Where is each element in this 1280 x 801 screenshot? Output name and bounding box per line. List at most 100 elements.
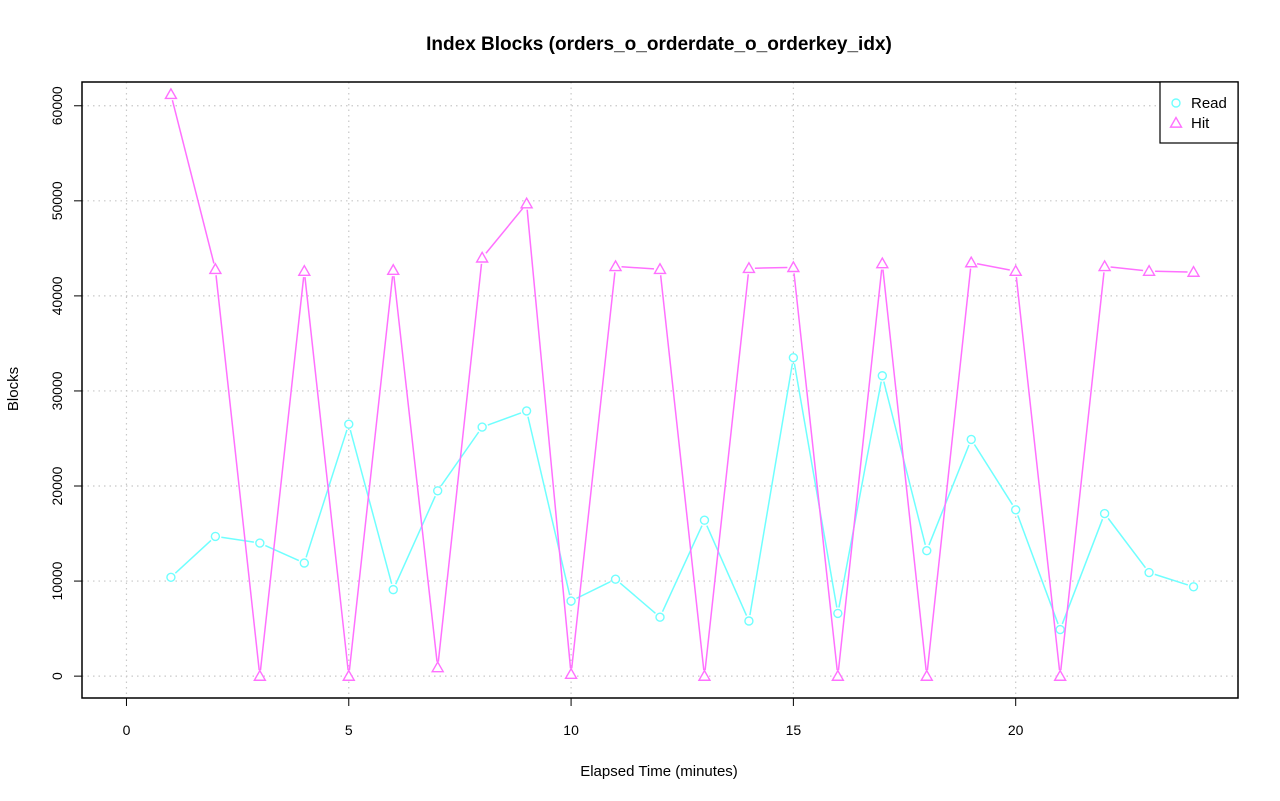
read-point (699, 515, 710, 525)
legend: Read Hit (1159, 81, 1239, 144)
read-segment (349, 429, 393, 585)
x-tick-label: 10 (563, 722, 579, 738)
read-segment (706, 525, 748, 616)
hit-segment (1015, 277, 1061, 671)
read-point (432, 486, 443, 496)
hit-point (653, 262, 667, 275)
hit-point (297, 264, 312, 276)
read-point (166, 572, 176, 582)
chart-title: Index Blocks (orders_o_orderdate_o_order… (426, 34, 892, 55)
read-point (1055, 624, 1065, 635)
read-point (655, 612, 665, 622)
x-axis: 0 5 10 15 20 (123, 697, 1024, 738)
hit-segment (526, 209, 572, 669)
hit-segment (393, 276, 438, 662)
y-tick-label: 0 (49, 672, 65, 680)
x-tick-label: 15 (786, 722, 802, 738)
hit-segment (659, 275, 705, 671)
read-segment (527, 416, 571, 596)
hit-segment (704, 274, 750, 671)
hit-point (519, 196, 534, 209)
read-point (477, 422, 487, 432)
hit-segment (1060, 272, 1105, 671)
read-segment (305, 429, 348, 558)
read-segment (487, 412, 522, 426)
read-segment (619, 582, 656, 614)
read-segment (1154, 573, 1189, 586)
read-segment (1017, 515, 1059, 625)
read-point (299, 558, 310, 568)
y-tick-label: 10000 (49, 561, 65, 600)
y-tick-label: 20000 (49, 466, 65, 505)
read-point (744, 616, 754, 626)
read-point (1188, 582, 1199, 592)
hit-segment (304, 277, 349, 671)
hit-point (386, 263, 400, 276)
series-layer (164, 87, 1201, 681)
hit-segment (882, 269, 927, 671)
grid (82, 82, 1238, 698)
hit-segment (754, 266, 788, 269)
hit-segment (837, 269, 883, 671)
hit-point (475, 250, 489, 263)
hit-point (430, 660, 445, 673)
hit-point (253, 669, 267, 681)
hit-point (875, 256, 890, 269)
hit-segment (348, 276, 394, 671)
hit-point (1053, 669, 1067, 681)
hit-point (564, 667, 578, 680)
read-segment (838, 381, 882, 608)
read-point (521, 406, 532, 416)
x-tick-label: 0 (123, 722, 131, 738)
read-segment (221, 536, 255, 543)
hit-point (342, 669, 356, 681)
read-segment (1107, 517, 1147, 569)
hit-point (608, 259, 623, 272)
hit-segment (621, 266, 655, 270)
read-point (1010, 505, 1021, 515)
read-segment (576, 581, 611, 600)
read-point (566, 596, 576, 606)
legend-label-read: Read (1191, 95, 1227, 112)
hit-segment (976, 263, 1010, 271)
hit-segment (1110, 266, 1144, 272)
legend-box (1159, 81, 1239, 144)
hit-point (697, 669, 712, 681)
hit-segment (793, 273, 838, 671)
read-segment (395, 495, 436, 585)
read-point (388, 584, 398, 595)
y-tick-label: 50000 (49, 181, 65, 220)
read-point (966, 434, 976, 445)
read-point (788, 352, 799, 363)
read-point (922, 545, 932, 556)
hit-point (164, 87, 178, 100)
read-point (1144, 567, 1154, 578)
legend-label-hit: Hit (1191, 115, 1210, 132)
hit-point (831, 669, 845, 681)
plot-frame (81, 81, 1239, 699)
read-segment (928, 444, 970, 546)
hit-segment (259, 277, 305, 671)
legend-marker-hit (1169, 116, 1183, 128)
read-segment (749, 363, 794, 616)
read-segment (265, 544, 300, 562)
hit-point (742, 261, 756, 274)
read-point (877, 371, 888, 381)
y-tick-label: 40000 (49, 276, 65, 315)
hit-segment (171, 99, 215, 264)
hit-segment (1155, 270, 1188, 273)
hit-point (1008, 264, 1023, 276)
read-segment (973, 444, 1014, 506)
read-point (833, 608, 843, 619)
hit-segment (926, 268, 972, 671)
hit-point (208, 262, 223, 275)
read-segment (1061, 518, 1104, 625)
hit-segment (485, 207, 524, 254)
y-axis-label: Blocks (5, 367, 22, 411)
hit-segment (215, 275, 260, 671)
series-read (166, 352, 1199, 635)
hit-point (786, 260, 801, 273)
hit-point (1186, 265, 1201, 277)
series-hit (164, 87, 1201, 681)
